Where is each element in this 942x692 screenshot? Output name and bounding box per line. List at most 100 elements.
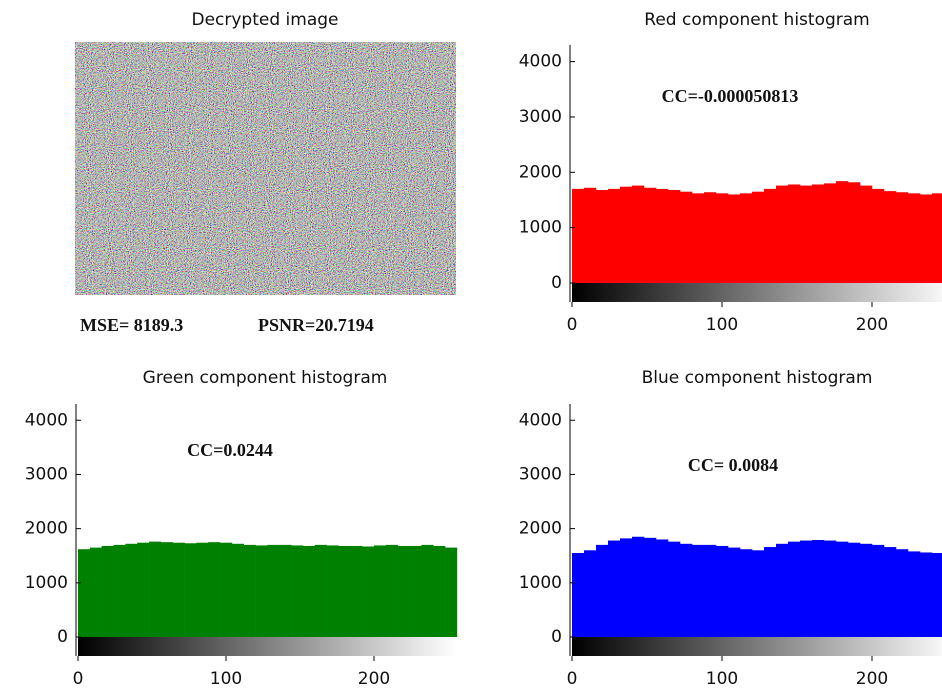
image-title: Decrypted image: [191, 10, 338, 30]
bar: [632, 536, 645, 637]
bar: [302, 545, 316, 637]
y-tick-label: 1000: [519, 218, 562, 238]
bar: [632, 185, 645, 283]
bar: [860, 185, 873, 283]
bar: [78, 549, 91, 637]
y-tick-label: 3000: [25, 464, 68, 484]
x-tick-label: 0: [567, 669, 578, 689]
bar: [884, 547, 897, 637]
bar: [160, 542, 174, 637]
y-tick-label: 0: [57, 627, 68, 647]
bar: [620, 186, 633, 283]
bar: [584, 187, 597, 283]
bar: [848, 542, 861, 637]
bar: [326, 545, 339, 637]
chart-title: Blue component histogram: [642, 368, 873, 388]
bar: [920, 194, 933, 283]
y-tick-label: 2000: [519, 162, 562, 182]
bar: [656, 188, 669, 283]
chart-title: Red component histogram: [644, 10, 869, 30]
x-tick-label: 200: [856, 315, 888, 335]
cc-annotation: CC=0.0244: [187, 440, 273, 460]
bar: [184, 543, 197, 637]
bar: [668, 190, 681, 283]
bar: [896, 192, 909, 283]
y-tick-label: 2000: [25, 519, 68, 539]
bar: [728, 194, 741, 283]
bar: [920, 552, 933, 637]
colorbar: [572, 637, 942, 656]
y-tick-label: 0: [551, 273, 562, 293]
bar: [172, 542, 185, 637]
bar: [362, 546, 375, 637]
bar: [752, 550, 765, 637]
bar: [421, 544, 434, 637]
bar: [932, 553, 942, 637]
bar: [656, 539, 669, 637]
bar: [704, 544, 717, 637]
bar: [680, 543, 693, 637]
bar: [572, 553, 585, 637]
bar: [137, 542, 150, 637]
bar: [860, 543, 873, 637]
bar: [692, 544, 705, 637]
bar: [776, 185, 789, 283]
bar: [800, 185, 813, 283]
psnr-label: PSNR=20.7194: [258, 315, 374, 335]
bar: [231, 543, 245, 637]
bar: [824, 540, 837, 637]
y-tick-label: 4000: [519, 410, 562, 430]
bar: [884, 191, 897, 283]
bar: [692, 193, 705, 283]
bar: [445, 547, 458, 637]
y-tick-label: 4000: [519, 52, 562, 72]
bar: [596, 544, 609, 637]
bar: [596, 190, 609, 283]
bar: [385, 544, 398, 637]
mse-label: MSE= 8189.3: [80, 315, 183, 335]
bar: [101, 545, 114, 637]
cc-annotation: CC= 0.0084: [688, 455, 778, 475]
cc-annotation: CC=-0.000050813: [662, 86, 799, 106]
bar: [291, 545, 304, 637]
bar: [680, 191, 693, 283]
bar: [350, 545, 363, 637]
bar: [908, 193, 921, 283]
bar: [314, 544, 327, 637]
bar: [409, 545, 422, 637]
bar: [776, 543, 789, 637]
y-tick-label: 1000: [519, 573, 562, 593]
bar: [374, 545, 387, 637]
bar: [433, 545, 446, 637]
bar: [800, 540, 813, 637]
bar: [620, 538, 633, 637]
bar: [752, 191, 765, 283]
x-tick-label: 100: [210, 669, 242, 689]
x-tick-label: 100: [706, 669, 738, 689]
bar: [255, 545, 268, 637]
x-tick-label: 0: [567, 315, 578, 335]
x-tick-label: 200: [856, 669, 888, 689]
bar: [788, 184, 801, 283]
decrypted-image: [75, 42, 456, 295]
bar: [608, 188, 621, 283]
bar: [872, 544, 885, 637]
bar: [125, 543, 138, 637]
bar: [716, 545, 729, 637]
bar: [243, 544, 256, 637]
bar: [149, 541, 162, 637]
bar: [896, 549, 909, 637]
x-tick-label: 0: [73, 669, 84, 689]
y-tick-label: 2000: [519, 519, 562, 539]
bar: [113, 544, 126, 637]
chart-title: Green component histogram: [143, 368, 388, 388]
bar: [668, 541, 681, 637]
bar: [267, 544, 280, 637]
bar: [764, 188, 777, 283]
colorbar: [572, 283, 942, 302]
bar: [728, 547, 741, 637]
y-tick-label: 4000: [25, 410, 68, 430]
bar: [740, 193, 753, 283]
bar: [764, 547, 777, 637]
